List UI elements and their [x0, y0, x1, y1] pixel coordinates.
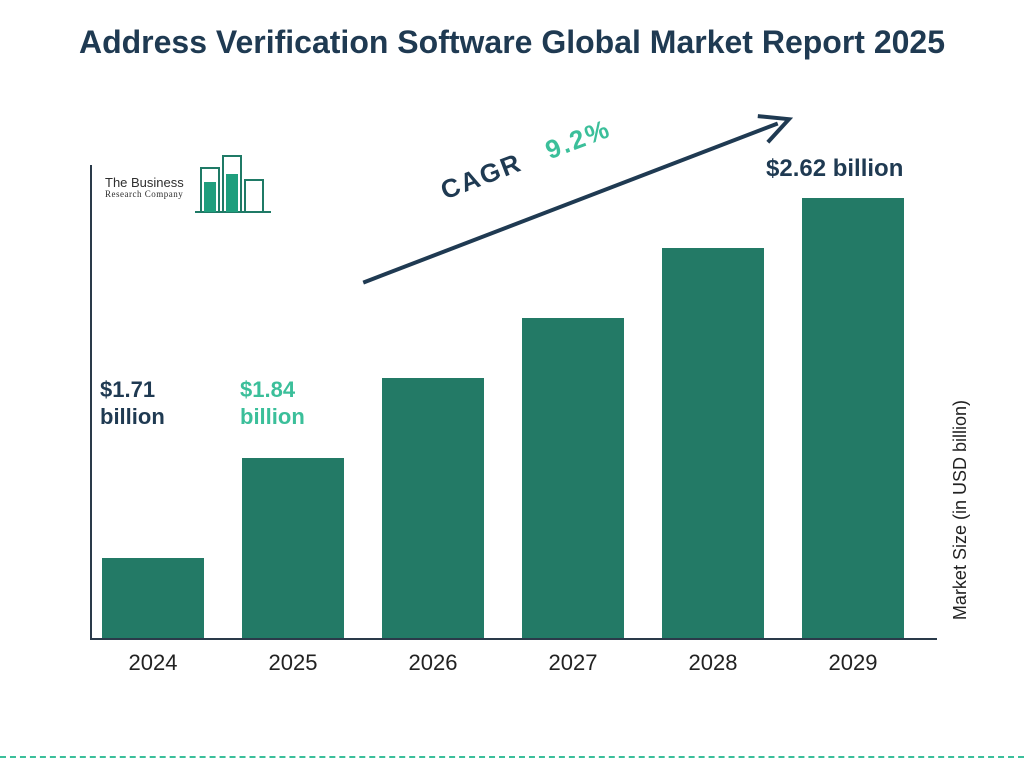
- xlabel-2029: 2029: [802, 650, 904, 676]
- xlabel-2024: 2024: [102, 650, 204, 676]
- y-axis-line: [90, 165, 92, 640]
- bar-2024: [102, 558, 204, 638]
- value-label-2024: $1.71 billion: [100, 377, 210, 430]
- bar-2029: [802, 198, 904, 638]
- cagr-percent: 9.2%: [541, 113, 615, 165]
- bottom-dashed-line: [0, 756, 1024, 758]
- value-label-2029: $2.62 billion: [766, 155, 903, 184]
- chart-canvas: Address Verification Software Global Mar…: [0, 0, 1024, 768]
- bar-2026: [382, 378, 484, 638]
- bar-2025: [242, 458, 344, 638]
- chart-title: Address Verification Software Global Mar…: [0, 22, 1024, 62]
- value-label-2025: $1.84 billion: [240, 377, 350, 430]
- y-axis-label: Market Size (in USD billion): [950, 400, 971, 620]
- bar-chart: 2024 2025 2026 2027 2028 2029 $1.71 bill…: [90, 130, 940, 690]
- xlabel-2025: 2025: [242, 650, 344, 676]
- cagr-label: CAGR: [436, 147, 526, 205]
- bar-2028: [662, 248, 764, 638]
- xlabel-2027: 2027: [522, 650, 624, 676]
- x-axis-line: [90, 638, 937, 640]
- xlabel-2026: 2026: [382, 650, 484, 676]
- bar-2027: [522, 318, 624, 638]
- xlabel-2028: 2028: [662, 650, 764, 676]
